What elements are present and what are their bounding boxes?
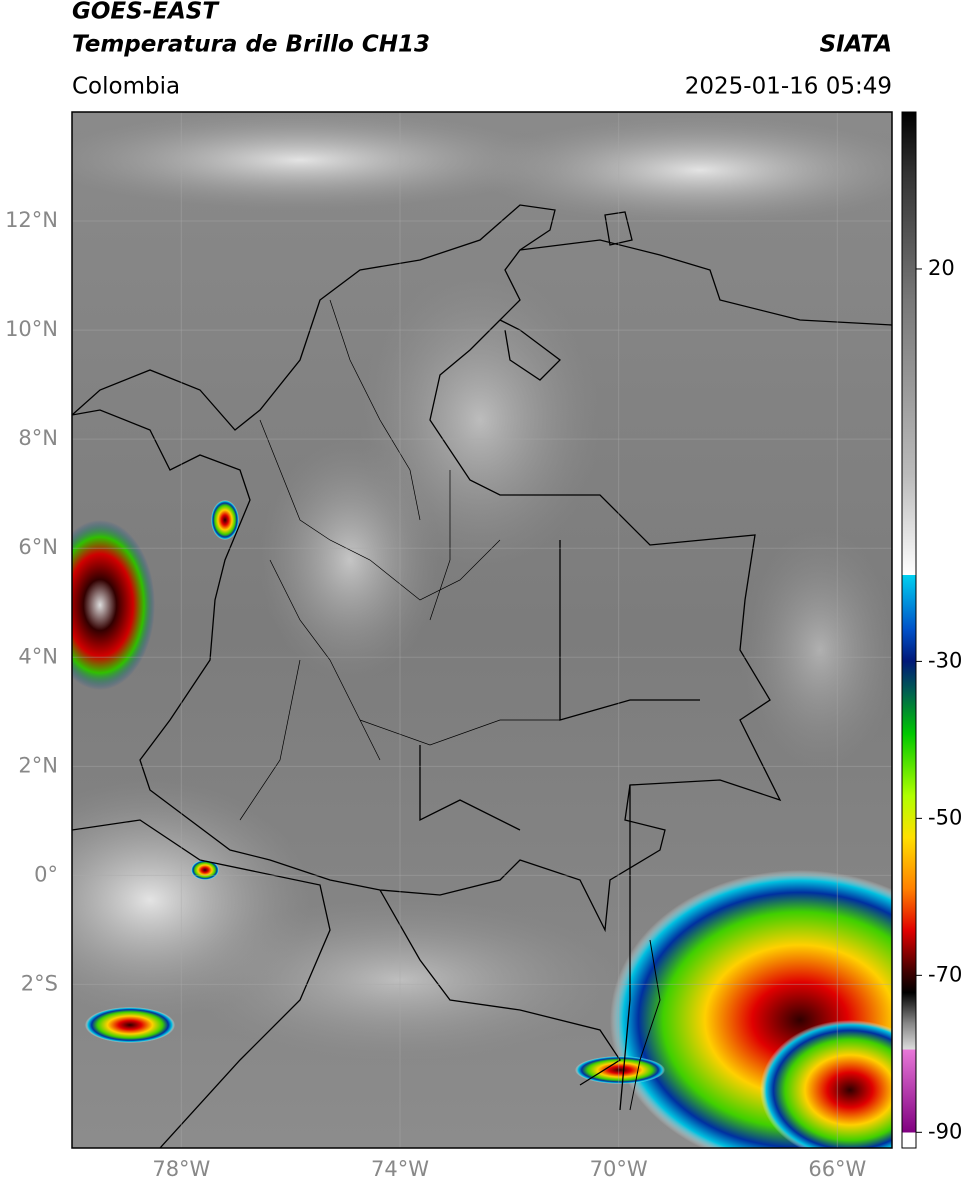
lat-tick-label: 2°S — [21, 971, 58, 995]
colorbar-tick-label: 20 — [928, 256, 955, 280]
map-frame — [71, 111, 893, 1149]
colorbar-tick-label: -90 — [928, 1119, 962, 1143]
source: SIATA — [820, 32, 892, 58]
lat-tick-label: 12°N — [5, 208, 58, 232]
grid — [72, 112, 892, 1148]
imagery — [72, 112, 892, 1148]
lat-tick-label: 8°N — [18, 426, 58, 450]
lon-tick-label: 78°W — [152, 1157, 210, 1181]
colorbar — [901, 111, 917, 1149]
datetime: 2025-01-16 05:49 — [685, 74, 892, 100]
lat-tick-label: 4°N — [18, 644, 58, 668]
lat-tick-label: 6°N — [18, 535, 58, 559]
product: Temperatura de Brillo CH13 — [72, 32, 430, 58]
lon-tick-label: 66°W — [808, 1157, 866, 1181]
colorbar-tick-label: -30 — [928, 648, 962, 672]
satellite: GOES-EAST — [72, 0, 220, 25]
colorbar-tick-label: -50 — [928, 805, 962, 829]
lat-tick-label: 2°N — [18, 753, 58, 777]
region: Colombia — [72, 74, 180, 100]
lon-tick-label: 70°W — [590, 1157, 648, 1181]
lat-tick-label: 10°N — [5, 317, 58, 341]
lat-tick-label: 0° — [34, 862, 58, 886]
lon-tick-label: 74°W — [371, 1157, 429, 1181]
colorbar-tick-label: -70 — [928, 962, 962, 986]
